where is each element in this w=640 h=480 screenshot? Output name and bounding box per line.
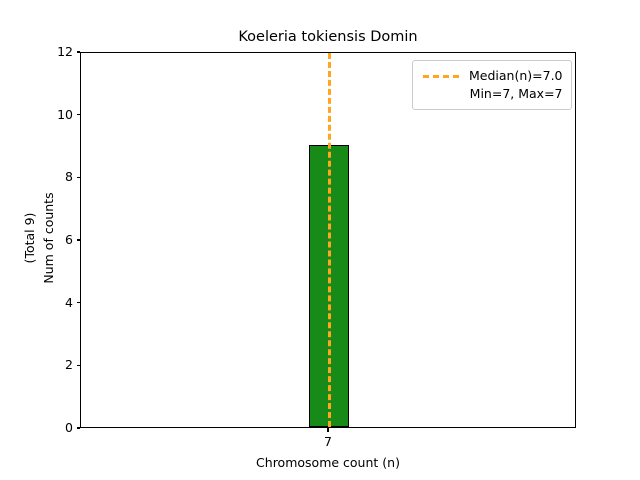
y-tick-mark xyxy=(76,51,80,53)
y-tick-mark xyxy=(76,176,80,178)
chart-title: Koeleria tokiensis Domin xyxy=(238,29,418,45)
dashed-line-icon xyxy=(423,75,459,78)
legend-label-line2: Min=7, Max=7 xyxy=(469,86,563,101)
y-axis-label: (Total 9) Num of counts xyxy=(20,50,60,426)
median-line xyxy=(328,53,331,427)
y-tick-mark xyxy=(76,302,80,304)
y-tick-mark xyxy=(76,239,80,241)
y-tick-mark xyxy=(76,114,80,116)
y-tick-label: 10 xyxy=(57,106,73,122)
plot-inner xyxy=(81,53,575,427)
y-tick-label: 12 xyxy=(57,44,73,59)
x-axis-label: Chromosome count (n) xyxy=(256,455,400,470)
legend: Median(n)=7.0 Min=7, Max=7 xyxy=(412,60,572,110)
y-tick-label: 2 xyxy=(65,357,73,373)
y-tick-mark xyxy=(76,364,80,366)
y-tick-label: 0 xyxy=(65,420,73,435)
y-tick-mark xyxy=(76,427,80,429)
y-tick-label: 8 xyxy=(65,169,73,185)
plot-area xyxy=(80,52,576,428)
x-tick-label: 7 xyxy=(324,434,332,449)
y-tick-label: 6 xyxy=(65,232,73,247)
y-axis-label-line2: (Total 9) xyxy=(22,212,37,264)
legend-label-median: Median(n)=7.0 Min=7, Max=7 xyxy=(469,67,563,103)
legend-label-line1: Median(n)=7.0 xyxy=(469,68,563,83)
y-tick-label: 4 xyxy=(65,294,73,310)
x-tick-mark xyxy=(327,428,329,432)
legend-handle-median xyxy=(421,67,461,85)
y-axis-label-line1: Num of counts xyxy=(41,192,56,284)
